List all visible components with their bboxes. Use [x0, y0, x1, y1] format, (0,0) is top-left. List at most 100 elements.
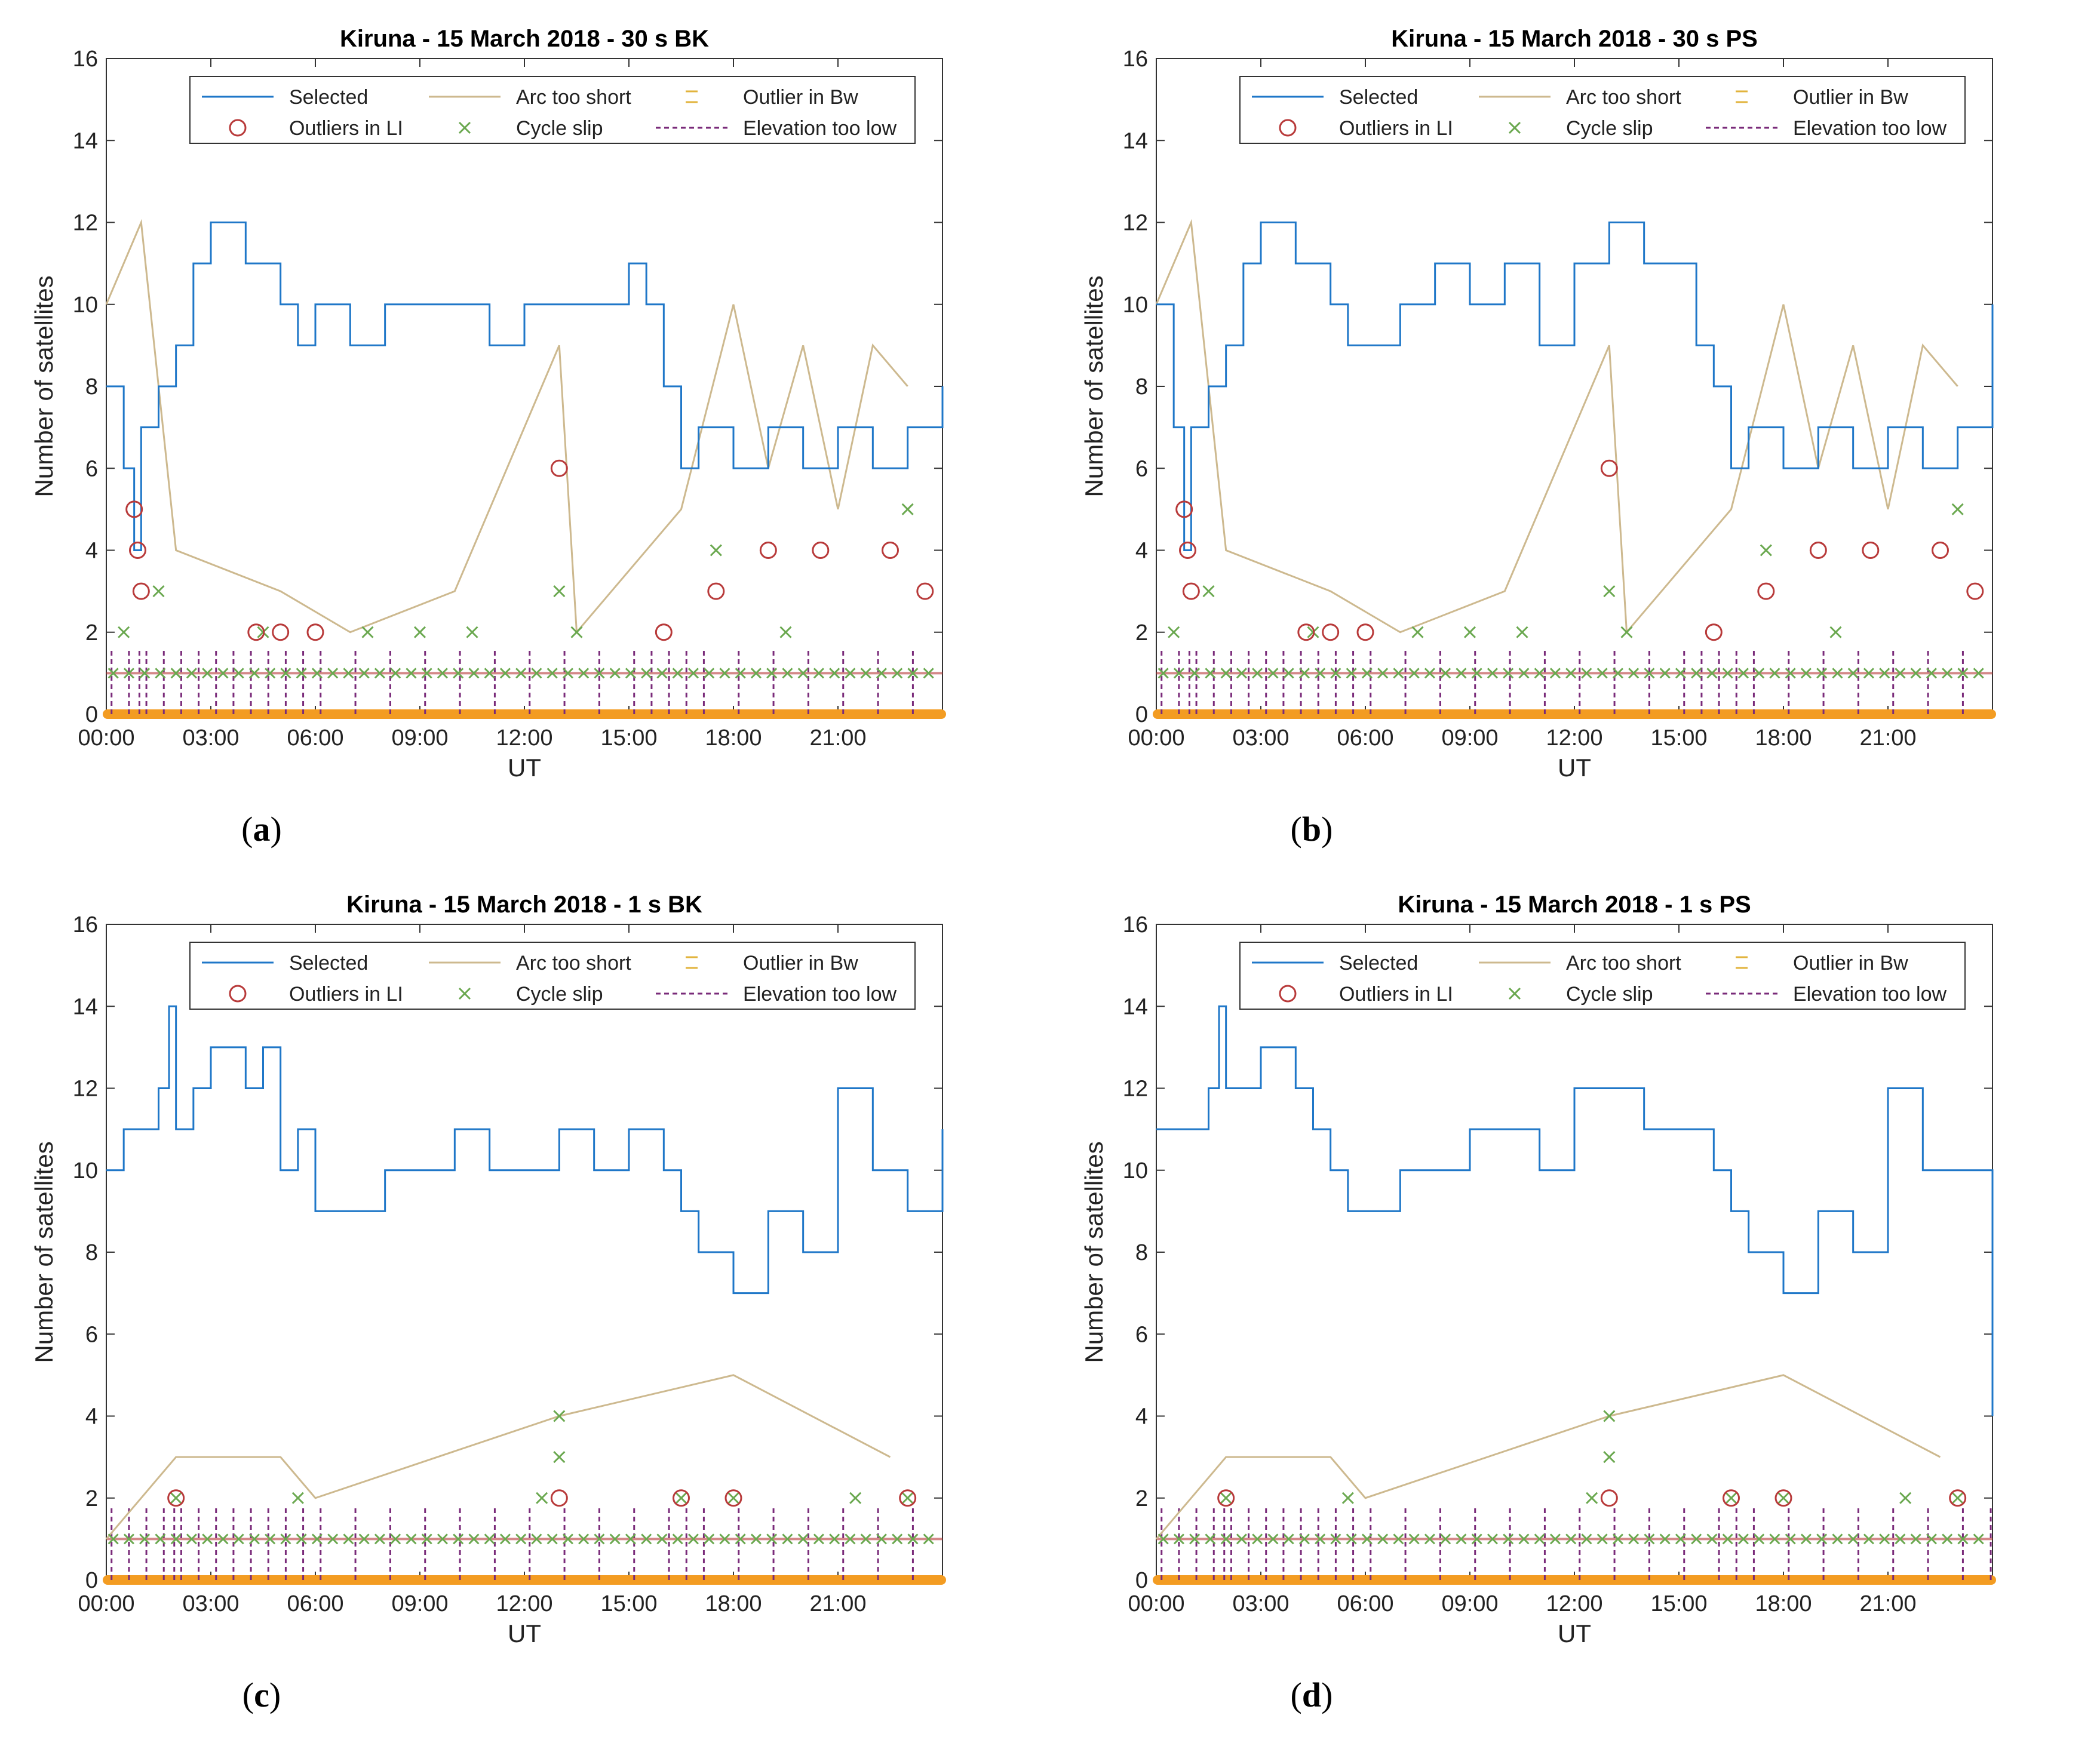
chart-c: Kiruna - 15 March 2018 - 1 s BK 0 2 4 6 8 10 12…	[30, 892, 946, 1647]
x-tick-label: 15:00	[600, 1591, 657, 1616]
outlier-li-marker	[306, 623, 324, 641]
cycle-slip-marker	[829, 668, 840, 679]
x-axis-label: UT	[508, 754, 541, 782]
legend-elevation-too-low-label: Elevation too low	[743, 983, 897, 1006]
y-tick-label: 14	[73, 128, 98, 153]
x-tick-label: 18:00	[705, 726, 762, 751]
cycle-slip-marker	[1863, 668, 1874, 679]
cycle-slip-marker	[374, 668, 385, 679]
x-tick-label: 18:00	[1755, 1591, 1812, 1616]
outlier-li-marker	[167, 1489, 185, 1507]
selected-series	[106, 1005, 944, 1295]
legend-selected-label: Selected	[1339, 952, 1418, 975]
cycle-slip-marker	[1597, 1533, 1608, 1545]
cycle-slip-marker	[1899, 1492, 1912, 1504]
legend-box	[1239, 942, 1966, 1010]
cycle-slip-marker	[1220, 1492, 1232, 1504]
cycle-slip-marker	[311, 668, 323, 679]
cycle-slip-marker	[570, 626, 583, 638]
y-tick-label: 12	[73, 211, 98, 236]
cycle-slip-marker	[1220, 668, 1232, 679]
cycle-slip-marker	[1440, 668, 1451, 679]
y-tick-label: 12	[1123, 1077, 1148, 1102]
panel-a: Kiruna - 15 March 2018 - 30 s BK 0 2 4 6 8 10 1…	[0, 0, 1050, 872]
cycle-slip-marker	[625, 668, 636, 679]
outlier-li-marker	[1600, 459, 1618, 477]
cycle-slip-marker	[421, 1533, 432, 1545]
cycle-slip-marker	[1252, 1533, 1263, 1545]
cycle-slip-marker	[547, 1533, 558, 1545]
cycle-slip-marker	[562, 1533, 573, 1545]
cycle-slip-marker	[1581, 668, 1592, 679]
cycle-slip-marker	[327, 668, 339, 679]
legend-outliers-in-li-label: Outliers in LI	[1339, 117, 1453, 140]
cycle-slip-marker	[1612, 668, 1623, 679]
legend-outliers-in-li-label: Outliers in LI	[289, 983, 403, 1006]
cycle-slip-marker	[468, 668, 480, 679]
cycle-slip-marker	[1879, 1533, 1890, 1545]
outlier-li-marker	[1356, 623, 1374, 641]
cycle-slip-marker	[217, 1533, 229, 1545]
cycle-slip-marker	[1236, 668, 1247, 679]
x-tick-label: 06:00	[1337, 1591, 1393, 1616]
cycle-slip-marker	[656, 668, 668, 679]
cycle-slip-marker	[562, 668, 573, 679]
cycle-slip-marker	[1777, 1492, 1790, 1504]
cycle-slip-marker	[1377, 668, 1389, 679]
cycle-slip-marker	[1691, 668, 1702, 679]
y-tick-label: 14	[1123, 128, 1148, 153]
outlier-li-marker	[1966, 582, 1984, 600]
y-tick-label: 0	[85, 702, 98, 727]
cycle-slip-marker	[170, 1492, 182, 1504]
outlier-li-marker	[812, 542, 830, 559]
cycle-slip-series	[108, 503, 934, 679]
cycle-slip-marker	[1769, 1533, 1780, 1545]
legend-box	[189, 76, 916, 144]
legend-cycle-slip-label: Cycle slip	[1566, 117, 1653, 140]
cycle-slip-marker	[1471, 668, 1482, 679]
cycle-slip-marker	[923, 668, 934, 679]
y-tick-label: 0	[85, 1568, 98, 1593]
y-tick-label: 16	[1123, 47, 1148, 72]
cycle-slip-marker	[1816, 1533, 1828, 1545]
y-tick-label: 8	[1135, 1240, 1148, 1265]
cycle-slip-marker	[390, 668, 401, 679]
y-tick-label: 2	[1135, 620, 1148, 645]
y-tick-label: 6	[85, 456, 98, 481]
outlier-li-marker	[1175, 500, 1193, 518]
cycle-slip-marker	[1315, 668, 1326, 679]
cycle-slip-marker	[1628, 668, 1640, 679]
x-axis-label: UT	[1558, 754, 1591, 782]
cycle-slip-marker	[1393, 1533, 1404, 1545]
y-tick-label: 0	[1135, 1568, 1148, 1593]
cycle-slip-marker	[296, 668, 307, 679]
cycle-slip-marker	[892, 1533, 903, 1545]
legend-arc-too-short-label: Arc too short	[516, 86, 631, 109]
cycle-slip-marker	[1760, 544, 1772, 557]
arc-too-short-series	[1155, 219, 1958, 635]
cycle-slip-marker	[1603, 1410, 1616, 1422]
cycle-slip-marker	[1503, 1533, 1514, 1545]
cycle-slip-marker	[1879, 668, 1890, 679]
outlier-li-marker	[1182, 582, 1200, 600]
cycle-slip-marker	[1315, 1533, 1326, 1545]
cycle-slip-marker	[515, 1533, 527, 1545]
cycle-slip-marker	[233, 668, 244, 679]
cycle-slip-marker	[625, 1533, 636, 1545]
cycle-slip-marker	[641, 668, 652, 679]
cycle-slip-marker	[280, 668, 291, 679]
cycle-slip-marker	[1565, 1533, 1577, 1545]
legend-cycle-slip-swatch	[458, 987, 471, 1000]
outlier-li-marker	[655, 623, 673, 641]
legend-cycle-slip-swatch	[1508, 987, 1521, 1000]
legend-outliers-in-li-swatch	[229, 985, 247, 1003]
chart-d: Kiruna - 15 March 2018 - 1 s PS 0 2 4 6 8 10 12…	[1080, 892, 1996, 1647]
cycle-slip-marker	[845, 1533, 856, 1545]
x-tick-label: 21:00	[1859, 726, 1916, 751]
x-tick-label: 12:00	[1546, 1591, 1602, 1616]
cycle-slip-marker	[152, 585, 165, 598]
cycle-slip-marker	[1785, 1533, 1796, 1545]
cycle-slip-marker	[845, 668, 856, 679]
x-tick-label: 09:00	[391, 1591, 448, 1616]
chart-title: Kiruna - 15 March 2018 - 1 s PS	[1398, 892, 1751, 918]
